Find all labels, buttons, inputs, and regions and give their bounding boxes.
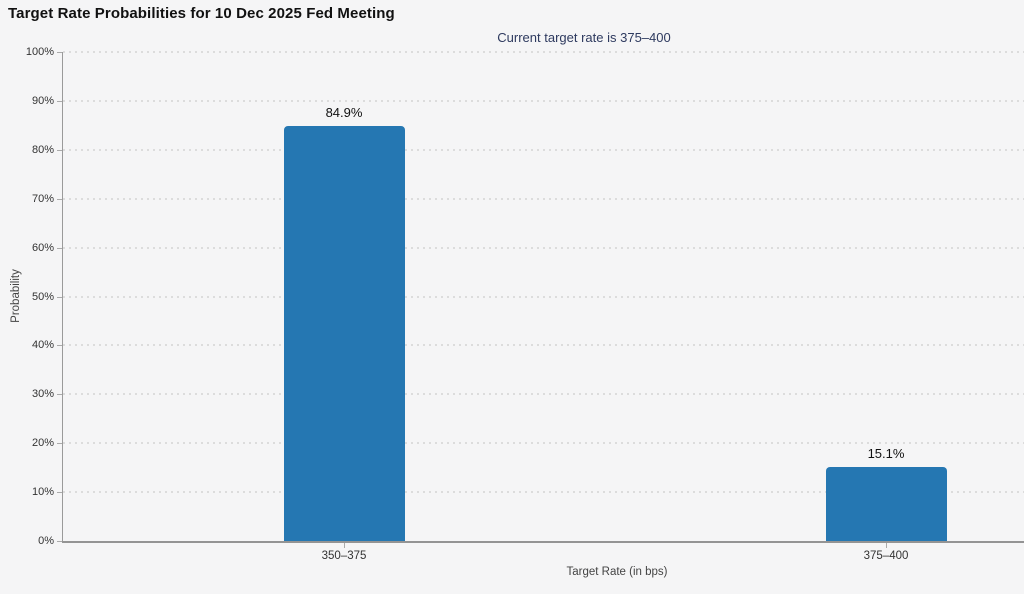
bar-value-label-375–400: 15.1%	[867, 446, 905, 462]
x-axis-title: Target Rate (in bps)	[566, 566, 668, 578]
y-tick-mark-40	[57, 345, 62, 347]
gridline-40	[63, 344, 1024, 347]
y-tick-label-20: 20%	[31, 437, 54, 450]
x-tick-label-350–375: 350–375	[321, 550, 367, 562]
x-axis-line	[62, 541, 1024, 543]
y-tick-label-70: 70%	[31, 192, 54, 205]
y-tick-mark-20	[57, 443, 62, 445]
gridline-50	[63, 295, 1024, 298]
y-tick-mark-50	[57, 296, 62, 298]
gridline-90	[63, 99, 1024, 102]
gridline-100	[63, 51, 1024, 53]
x-tick-label-375–400: 375–400	[863, 550, 909, 562]
y-tick-mark-90	[57, 100, 62, 102]
y-tick-mark-0	[57, 541, 62, 542]
x-tick-mark-375–400	[886, 543, 887, 548]
bar-350–375	[283, 125, 405, 541]
y-tick-mark-70	[57, 198, 62, 200]
x-tick-mark-350–375	[344, 543, 345, 548]
gridline-80	[63, 148, 1024, 151]
y-axis-line	[62, 52, 63, 541]
chart-subtitle: Current target rate is 375–400	[497, 30, 671, 45]
y-tick-mark-100	[57, 52, 62, 53]
bar-375–400	[825, 467, 947, 541]
y-tick-label-100: 100%	[25, 46, 54, 58]
y-tick-mark-80	[57, 149, 62, 151]
y-tick-mark-10	[57, 492, 62, 494]
y-tick-mark-60	[57, 247, 62, 249]
y-tick-label-40: 40%	[31, 339, 54, 352]
y-axis-title: Probability	[10, 269, 22, 323]
gridline-60	[63, 246, 1024, 249]
y-tick-label-50: 50%	[31, 290, 54, 303]
y-tick-label-10: 10%	[31, 486, 54, 499]
chart-title: Target Rate Probabilities for 10 Dec 202…	[8, 5, 395, 22]
y-tick-label-60: 60%	[31, 241, 54, 254]
gridline-30	[63, 393, 1024, 396]
bar-value-label-350–375: 84.9%	[325, 104, 363, 120]
y-tick-label-80: 80%	[31, 143, 54, 156]
gridline-10	[63, 491, 1024, 494]
gridline-70	[63, 197, 1024, 200]
y-tick-label-0: 0%	[38, 535, 54, 547]
y-tick-label-30: 30%	[31, 388, 54, 401]
y-tick-mark-30	[57, 394, 62, 396]
gridline-20	[63, 442, 1024, 445]
y-tick-label-90: 90%	[31, 94, 54, 107]
